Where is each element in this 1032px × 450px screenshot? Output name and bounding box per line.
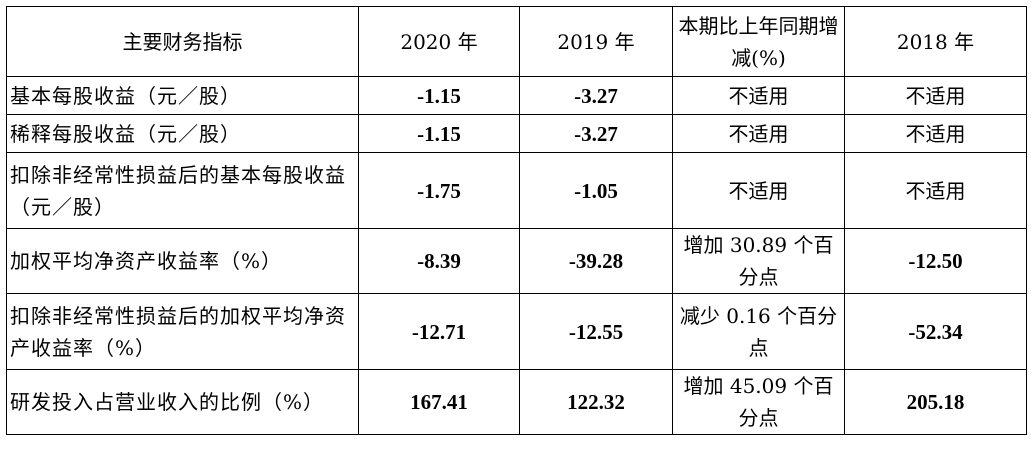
financial-indicators-table: 主要财务指标 2020 年 2019 年 本期比上年同期增减(%) 2018 年… [6,6,1027,435]
cell-2019: -39.28 [519,228,673,294]
row-label: 扣除非经常性损益后的基本每股收益（元／股） [6,152,359,229]
table-row: 稀释每股收益（元／股） -1.15 -3.27 不适用 不适用 [6,114,1027,153]
table-header-row: 主要财务指标 2020 年 2019 年 本期比上年同期增减(%) 2018 年 [6,6,1027,77]
row-label: 研发投入占营业收入的比例（%） [6,369,359,435]
row-label: 扣除非经常性损益后的加权平均净资产收益率（%） [6,293,359,370]
cell-2018: -12.50 [844,228,1027,294]
row-label: 基本每股收益（元／股） [6,76,359,115]
row-label: 稀释每股收益（元／股） [6,114,359,153]
row-label: 加权平均净资产收益率（%） [6,228,359,294]
table-row: 扣除非经常性损益后的基本每股收益（元／股） -1.75 -1.05 不适用 不适… [6,152,1027,229]
table-row: 加权平均净资产收益率（%） -8.39 -39.28 增加 30.89 个百分点… [6,228,1027,294]
cell-change: 增加 45.09 个百分点 [672,369,845,435]
cell-2018: 不适用 [844,76,1027,115]
cell-2020: -1.15 [358,76,520,115]
table-row: 基本每股收益（元／股） -1.15 -3.27 不适用 不适用 [6,76,1027,115]
cell-2018: 不适用 [844,152,1027,229]
cell-2020: -1.15 [358,114,520,153]
cell-2020: 167.41 [358,369,520,435]
header-2019: 2019 年 [519,6,673,77]
cell-2018: 不适用 [844,114,1027,153]
table-row: 研发投入占营业收入的比例（%） 167.41 122.32 增加 45.09 个… [6,369,1027,435]
cell-2020: -8.39 [358,228,520,294]
header-change: 本期比上年同期增减(%) [672,6,845,77]
cell-2018: -52.34 [844,293,1027,370]
header-2018: 2018 年 [844,6,1027,77]
cell-2019: -1.05 [519,152,673,229]
cell-change: 不适用 [672,114,845,153]
cell-2018: 205.18 [844,369,1027,435]
cell-2019: -3.27 [519,114,673,153]
cell-2020: -12.71 [358,293,520,370]
cell-change: 增加 30.89 个百分点 [672,228,845,294]
cell-2019: -3.27 [519,76,673,115]
cell-change: 不适用 [672,76,845,115]
cell-2019: -12.55 [519,293,673,370]
cell-change: 不适用 [672,152,845,229]
cell-change: 减少 0.16 个百分点 [672,293,845,370]
financial-indicators-table-container: 主要财务指标 2020 年 2019 年 本期比上年同期增减(%) 2018 年… [6,6,1027,435]
cell-2019: 122.32 [519,369,673,435]
header-indicator: 主要财务指标 [6,6,359,77]
cell-2020: -1.75 [358,152,520,229]
table-row: 扣除非经常性损益后的加权平均净资产收益率（%） -12.71 -12.55 减少… [6,293,1027,370]
header-2020: 2020 年 [358,6,520,77]
